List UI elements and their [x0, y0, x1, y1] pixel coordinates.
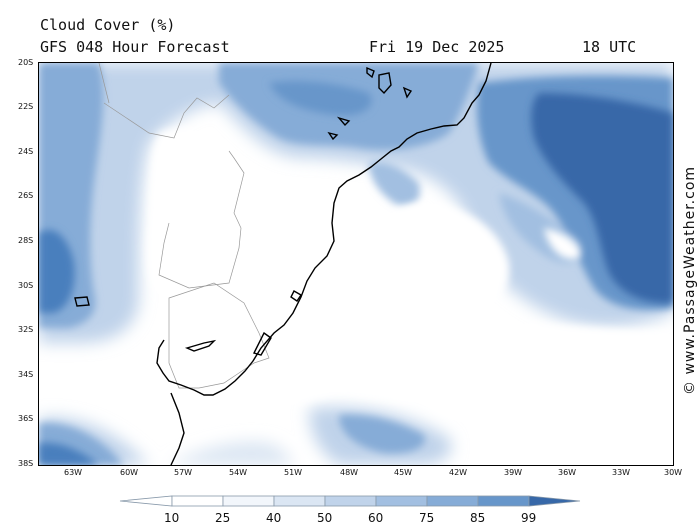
colorbar-cell — [119, 495, 173, 507]
forecast-time: 18 UTC — [582, 38, 637, 56]
colorbar-label: 75 — [419, 511, 435, 525]
credit-text: © www.PassageWeather.com — [682, 165, 698, 395]
lat-label: 20S — [18, 58, 34, 67]
lat-label: 32S — [18, 325, 34, 334]
colorbar-label: 60 — [368, 511, 384, 525]
cloud-cover-map — [38, 62, 674, 466]
colorbar-label: 10 — [164, 511, 180, 525]
lon-label: 39W — [504, 468, 523, 477]
colorbar-cell — [375, 495, 428, 507]
map-subtitle: GFS 048 Hour Forecast — [40, 38, 230, 56]
colorbar-cell — [273, 495, 326, 507]
colorbar-label: 40 — [266, 511, 282, 525]
lon-label: 36W — [558, 468, 577, 477]
lat-label: 24S — [18, 147, 34, 156]
colorbar-cell — [477, 495, 530, 507]
lat-label: 34S — [18, 370, 34, 379]
colorbar-cell — [426, 495, 479, 507]
lat-label: 22S — [18, 102, 34, 111]
lat-label: 36S — [18, 414, 34, 423]
cloud-field — [39, 63, 673, 465]
lon-label: 60W — [120, 468, 139, 477]
lon-label: 57W — [174, 468, 193, 477]
lon-label: 42W — [449, 468, 468, 477]
colorbar-label: 85 — [470, 511, 486, 525]
lon-label: 33W — [612, 468, 631, 477]
lat-label: 26S — [18, 191, 34, 200]
colorbar-cell — [528, 495, 581, 507]
colorbar-label: 25 — [215, 511, 231, 525]
lat-label: 28S — [18, 236, 34, 245]
forecast-date: Fri 19 Dec 2025 — [369, 38, 505, 56]
coastline — [74, 63, 492, 465]
colorbar-label: 50 — [317, 511, 333, 525]
country-borders — [98, 63, 270, 389]
colorbar — [119, 495, 581, 507]
lat-label: 30S — [18, 281, 34, 290]
lon-label: 51W — [284, 468, 303, 477]
lat-label: 38S — [18, 459, 34, 468]
colorbar-cell — [324, 495, 377, 507]
lon-label: 48W — [340, 468, 359, 477]
map-title: Cloud Cover (%) — [40, 16, 176, 34]
lon-label: 63W — [64, 468, 83, 477]
colorbar-label: 99 — [521, 511, 537, 525]
colorbar-cell — [171, 495, 224, 507]
lon-label: 54W — [229, 468, 248, 477]
lon-label: 45W — [394, 468, 413, 477]
lon-label: 30W — [664, 468, 683, 477]
map-canvas — [39, 63, 673, 465]
colorbar-cell — [222, 495, 275, 507]
